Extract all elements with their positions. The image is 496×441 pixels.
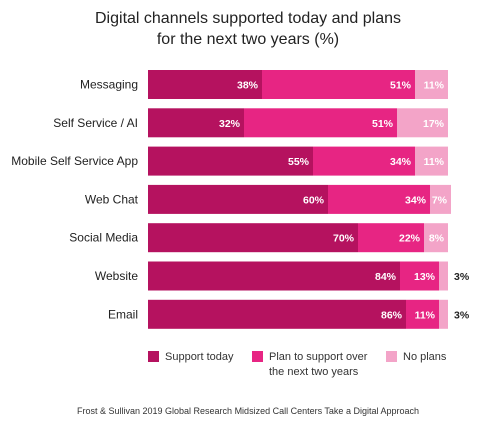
category-label-mobile-self-service-app: Mobile Self Service App xyxy=(11,154,138,168)
category-label-web-chat: Web Chat xyxy=(85,192,139,206)
bar-email-support-today xyxy=(148,299,406,329)
chart-title: Digital channels supported today and pla… xyxy=(0,8,496,50)
value-label-website-no-plans: 3% xyxy=(454,271,470,283)
category-label-self-service-ai: Self Service / AI xyxy=(53,116,138,130)
bar-self-service-ai-support-today xyxy=(148,108,244,138)
source-note: Frost & Sullivan 2019 Global Research Mi… xyxy=(76,406,419,416)
value-label-social-media-plan-to-support: 22% xyxy=(399,233,421,245)
value-label-email-plan-to-support: 11% xyxy=(415,309,436,321)
legend-label-support-today: Support today xyxy=(165,351,234,363)
value-label-self-service-ai-plan-to-support: 51% xyxy=(372,118,394,130)
value-label-messaging-no-plans: 11% xyxy=(424,80,445,92)
bar-mobile-self-service-app-support-today xyxy=(148,146,313,176)
chart-title-line-1: Digital channels supported today and pla… xyxy=(95,10,401,27)
bar-web-chat-support-today xyxy=(148,184,328,214)
value-label-self-service-ai-no-plans: 17% xyxy=(423,118,445,130)
bar-web-chat-plan-to-support xyxy=(328,184,430,214)
bar-self-service-ai-plan-to-support xyxy=(244,108,397,138)
value-label-messaging-plan-to-support: 51% xyxy=(390,80,412,92)
bar-website-plan-to-support xyxy=(400,261,439,291)
bar-messaging-plan-to-support xyxy=(262,70,415,99)
bar-website-no-plans xyxy=(439,261,448,291)
bar-mobile-self-service-app-no-plans xyxy=(415,146,448,176)
legend-swatch-support-today xyxy=(148,351,159,362)
legend-swatch-plan-to-support xyxy=(252,351,263,362)
legend-swatch-no-plans xyxy=(386,351,397,362)
category-label-messaging: Messaging xyxy=(80,78,138,92)
legend-item-plan-to-support: Plan to support over the next two years xyxy=(252,350,367,380)
value-label-mobile-self-service-app-plan-to-support: 34% xyxy=(390,156,412,168)
value-label-mobile-self-service-app-no-plans: 11% xyxy=(424,156,445,168)
value-label-web-chat-plan-to-support: 34% xyxy=(405,194,427,206)
bar-web-chat-no-plans xyxy=(430,184,451,214)
bar-email-plan-to-support xyxy=(406,299,439,329)
legend-label-plan-to-support-line-2: the next two years xyxy=(269,366,359,378)
legend-label-no-plans: No plans xyxy=(403,351,447,363)
value-label-email-support-today: 86% xyxy=(381,309,403,321)
value-label-website-support-today: 84% xyxy=(375,271,397,283)
chart-title-line-2: for the next two years (%) xyxy=(156,31,340,48)
bar-social-media-support-today xyxy=(148,223,358,253)
value-label-self-service-ai-support-today: 32% xyxy=(219,118,241,130)
legend-item-support-today: Support today xyxy=(148,350,234,365)
legend-label-plan-to-support-line-1: Plan to support over xyxy=(269,351,368,363)
category-label-social-media: Social Media xyxy=(69,231,138,245)
value-label-messaging-support-today: 38% xyxy=(237,80,259,92)
value-label-web-chat-no-plans: 7% xyxy=(432,194,448,206)
bar-email-no-plans xyxy=(439,299,448,329)
category-label-email: Email xyxy=(108,307,138,321)
value-label-mobile-self-service-app-support-today: 55% xyxy=(288,156,310,168)
value-label-email-no-plans: 3% xyxy=(454,309,470,321)
bar-messaging-support-today xyxy=(148,70,262,99)
value-label-web-chat-support-today: 60% xyxy=(303,194,325,206)
bar-social-media-no-plans xyxy=(424,223,448,253)
legend-item-no-plans: No plans xyxy=(386,350,446,365)
value-label-social-media-no-plans: 8% xyxy=(429,233,445,245)
value-label-social-media-support-today: 70% xyxy=(333,233,355,245)
value-label-website-plan-to-support: 13% xyxy=(414,271,436,283)
bar-messaging-no-plans xyxy=(415,70,448,99)
bar-self-service-ai-no-plans xyxy=(397,108,448,138)
bar-website-support-today xyxy=(148,261,400,291)
bar-social-media-plan-to-support xyxy=(358,223,424,253)
bar-mobile-self-service-app-plan-to-support xyxy=(313,146,415,176)
category-label-website: Website xyxy=(95,269,138,283)
